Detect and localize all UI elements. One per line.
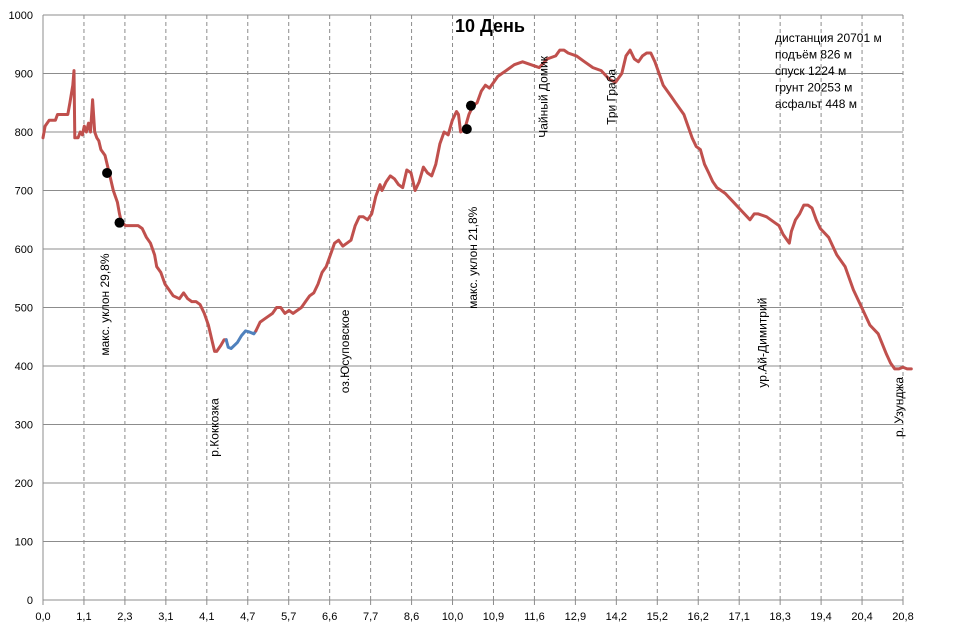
elevation-series-ground-0 xyxy=(41,69,228,353)
x-tick-label: 10,9 xyxy=(483,611,504,623)
stat-line: подъём 826 м xyxy=(775,48,852,62)
x-tick-label: 5,7 xyxy=(281,611,296,623)
x-tick-label: 3,1 xyxy=(158,611,173,623)
slope-marker-point xyxy=(102,167,113,178)
y-tick-label: 700 xyxy=(15,186,33,198)
stat-line: спуск 1224 м xyxy=(775,64,846,78)
y-tick-label: 900 xyxy=(15,69,33,81)
y-tick-label: 800 xyxy=(15,127,33,139)
annotation-label: макс. уклон 29,8% xyxy=(98,253,112,355)
x-tick-label: 17,1 xyxy=(728,611,749,623)
annotation-label: макс. уклон 21,8% xyxy=(466,206,480,308)
x-tick-label: 18,3 xyxy=(769,611,790,623)
y-tick-label: 500 xyxy=(15,303,33,315)
chart-title: 10 День xyxy=(455,16,525,36)
x-tick-label: 2,3 xyxy=(117,611,132,623)
route-stats: дистанция 20701 м подъём 826 м спуск 1224 … xyxy=(775,31,882,111)
x-tick-label: 4,7 xyxy=(240,611,255,623)
x-tick-label: 16,2 xyxy=(688,611,709,623)
y-tick-label: 100 xyxy=(15,537,33,549)
annotation-label: Три Граба xyxy=(605,69,619,125)
axes: 0 100 200 300 400 500 600 700 800 900 1000 0,0 1,1 2,… xyxy=(9,10,914,623)
annotation-label: ур.Ай-Димитрий xyxy=(756,298,770,388)
x-tick-label: 4,1 xyxy=(199,611,214,623)
annotations: макс. уклон 29,8% р.Коккозка оз.Юсуповское… xyxy=(98,55,906,456)
slope-marker-point xyxy=(461,124,472,135)
x-tick-label: 10,0 xyxy=(442,611,463,623)
series-lines xyxy=(41,48,913,371)
x-tick-label: 0,0 xyxy=(35,611,50,623)
slope-marker-point xyxy=(114,217,125,228)
grid xyxy=(43,14,904,600)
y-tick-label: 1000 xyxy=(9,10,33,22)
elevation-series-ground-2 xyxy=(254,48,913,371)
stat-line: асфальт 448 м xyxy=(775,97,857,111)
x-tick-label: 6,6 xyxy=(322,611,337,623)
y-tick-label: 200 xyxy=(15,478,33,490)
annotation-label: р.Коккозка xyxy=(208,398,222,457)
x-tick-label: 19,4 xyxy=(810,611,831,623)
slope-marker-point xyxy=(465,100,476,111)
y-tick-label: 600 xyxy=(15,244,33,256)
x-tick-label: 1,1 xyxy=(76,611,91,623)
annotation-label: Чайный Домик xyxy=(536,55,550,138)
annotation-label: р. Узунджа xyxy=(892,377,906,437)
x-tick-label: 14,2 xyxy=(606,611,627,623)
y-tick-label: 0 xyxy=(27,595,33,607)
stat-line: дистанция 20701 м xyxy=(775,31,882,45)
x-tick-label: 7,7 xyxy=(363,611,378,623)
y-tick-label: 300 xyxy=(15,420,33,432)
x-tick-label: 20,4 xyxy=(851,611,872,623)
x-tick-label: 20,8 xyxy=(892,611,913,623)
y-tick-label: 400 xyxy=(15,361,33,373)
stat-line: грунт 20253 м xyxy=(775,81,852,95)
x-tick-label: 11,6 xyxy=(524,611,545,623)
x-tick-label: 8,6 xyxy=(404,611,419,623)
slope-markers xyxy=(102,100,476,228)
elevation-series-asphalt-1 xyxy=(224,329,258,350)
x-tick-label: 12,9 xyxy=(565,611,586,623)
annotation-label: оз.Юсуповское xyxy=(338,309,352,393)
x-tick-label: 15,2 xyxy=(647,611,668,623)
